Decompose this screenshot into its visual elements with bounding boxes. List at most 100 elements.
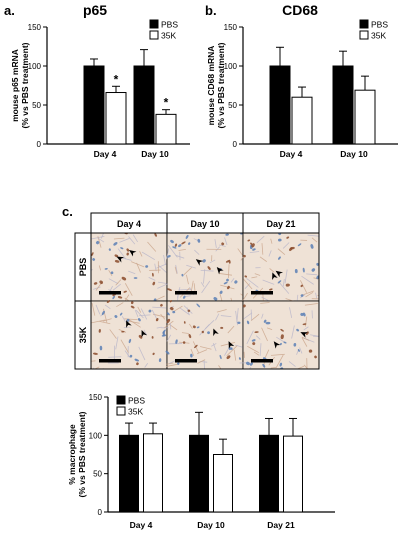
tissue-fiber (190, 348, 195, 357)
bar-pbs-day10 (133, 65, 155, 145)
significance-marker: * (114, 72, 119, 86)
cell-nucleus (265, 321, 271, 325)
tissue-fiber (179, 307, 191, 316)
tissue-fiber (197, 359, 206, 364)
tissue-fiber (166, 248, 170, 260)
cell-nucleus (104, 268, 108, 270)
tissue-fiber (235, 310, 238, 326)
tissue-fiber (151, 309, 157, 319)
cell-nucleus (137, 318, 141, 322)
cell-nucleus (172, 246, 177, 249)
cell-nucleus (192, 325, 196, 329)
cell-nucleus (185, 234, 189, 239)
scale-bar (175, 359, 197, 363)
tissue-fiber (93, 286, 101, 290)
tissue-fiber (175, 264, 178, 274)
arrowhead-marker (272, 272, 278, 281)
cell-nucleus (279, 362, 283, 367)
cell-nucleus (145, 265, 149, 268)
tissue-fiber (124, 318, 138, 321)
legend-swatch (149, 30, 159, 40)
cell-nucleus (238, 357, 241, 360)
bar-35k-day21 (283, 435, 303, 513)
tissue-fiber (193, 283, 196, 291)
cell-nucleus (110, 271, 114, 275)
tissue-fiber (91, 302, 96, 316)
cell-nucleus (152, 272, 154, 277)
cell-nucleus (119, 312, 123, 316)
tissue-fiber (230, 278, 235, 283)
tissue-fiber (124, 350, 131, 358)
cell-nucleus (263, 319, 267, 323)
cell-nucleus (172, 310, 176, 314)
tissue-fiber (301, 337, 308, 347)
tissue-fiber (91, 360, 96, 362)
cell-nucleus (243, 254, 246, 258)
tissue-fiber (181, 332, 189, 334)
cell-nucleus (310, 244, 314, 249)
x-tick-label: Day 4 (130, 520, 153, 530)
tissue-fiber (251, 276, 258, 279)
tissue-fiber (254, 273, 261, 276)
cell-nucleus (128, 338, 132, 344)
tissue-fiber (270, 366, 277, 369)
tissue-fiber (209, 259, 216, 264)
tissue-fiber (128, 320, 140, 324)
cell-nucleus (221, 242, 225, 246)
tissue-fiber (178, 248, 186, 251)
arrowhead-marker (195, 259, 204, 266)
tissue-fiber (282, 278, 285, 287)
tissue-fiber (156, 263, 167, 269)
tissue-fiber (261, 296, 269, 301)
tissue-fiber (199, 346, 212, 350)
tissue-fiber (156, 326, 162, 329)
legend-swatch (359, 19, 369, 29)
cell-nucleus (152, 352, 155, 356)
micrograph-grid: Day 4 Day 10 Day 21 PBS 35K (74, 212, 320, 370)
cell-nucleus (247, 239, 251, 242)
tissue-fiber (147, 241, 157, 252)
chart-macrophage: 0 50 100 150 % macrophage (% vs PBS treatment… (67, 393, 335, 530)
tissue-fiber (310, 334, 319, 337)
tissue-fiber (303, 364, 309, 369)
tissue-fiber (140, 308, 148, 320)
cell-nucleus (151, 335, 154, 339)
arrowhead-marker (129, 249, 137, 257)
cell-nucleus (280, 334, 284, 340)
cell-nucleus (234, 280, 238, 284)
tissue-fiber (259, 256, 267, 262)
cell-nucleus (174, 243, 178, 247)
cell-nucleus (283, 341, 287, 344)
cell-nucleus (91, 252, 94, 256)
tissue-fiber (269, 268, 275, 273)
cell-nucleus (250, 242, 253, 245)
arrowhead-marker (228, 341, 235, 349)
cell-nucleus (129, 354, 133, 358)
micrograph-tile (242, 233, 319, 302)
bar-35k-day4 (143, 433, 163, 513)
tissue-fiber (200, 282, 205, 287)
arrowhead-marker (213, 328, 219, 337)
tissue-fiber (98, 265, 102, 271)
tissue-fiber (261, 313, 264, 319)
tissue-fiber (135, 309, 144, 319)
cell-nucleus (169, 306, 174, 311)
cell-nucleus (138, 334, 143, 339)
cell-nucleus (228, 259, 231, 264)
panel-a-title: p65 (83, 2, 107, 18)
tissue-fiber (219, 244, 226, 247)
cell-nucleus (300, 294, 304, 297)
chart-cd68: 0 50 100 150 mouse CD68 mRNA (% vs PBS treatm… (206, 19, 398, 159)
cell-nucleus (121, 276, 127, 281)
tissue-fiber (246, 278, 259, 288)
tissue-fiber (270, 353, 285, 356)
cell-nucleus (244, 275, 248, 278)
y-tick-label: 50 (93, 470, 102, 479)
tissue-fiber (201, 280, 211, 294)
cell-nucleus (246, 361, 250, 366)
tissue-fiber (186, 264, 196, 269)
tissue-fiber (205, 319, 215, 329)
tissue-fiber (109, 329, 117, 339)
tissue-fiber (289, 307, 293, 318)
